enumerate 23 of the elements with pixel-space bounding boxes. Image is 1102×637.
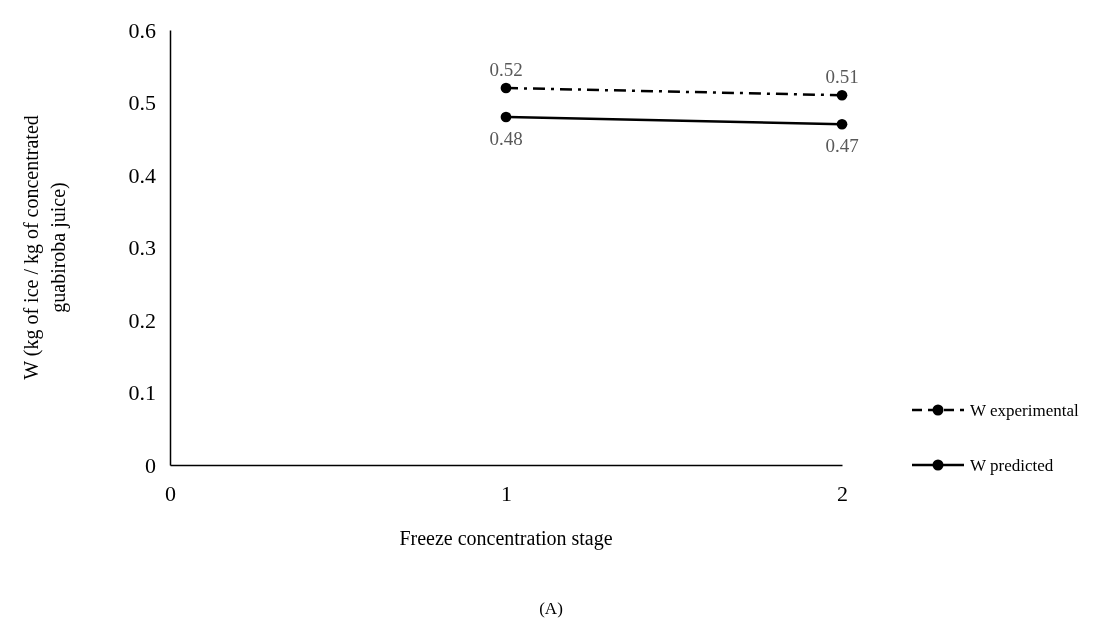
y-tick-label: 0.3 <box>128 235 156 261</box>
data-label: 0.48 <box>489 128 523 149</box>
data-label: 0.51 <box>825 66 859 88</box>
point <box>500 82 512 94</box>
legend-label: W predicted <box>970 456 1054 475</box>
y-tick-label: 0.4 <box>128 162 156 188</box>
data-label: 0.47 <box>825 135 859 157</box>
text: (A) <box>539 599 563 618</box>
y-tick-label: 0.2 <box>128 307 156 333</box>
y-tick-label: 0.5 <box>128 90 156 116</box>
x-tick-label: 1 <box>501 480 512 506</box>
x-tick-label: 0 <box>165 480 176 506</box>
point <box>500 111 512 123</box>
x-tick-label: 2 <box>837 480 848 506</box>
point <box>836 118 848 130</box>
x-axis-title: Freeze concentration stage <box>399 527 613 550</box>
legend-label: W experimental <box>970 401 1079 420</box>
y-tick-label: 0.6 <box>128 17 156 43</box>
point <box>836 89 848 101</box>
y-tick-label: 0.1 <box>128 380 156 406</box>
y-axis-title: W (kg of ice / kg of concentrated guabiroba juice) <box>20 115 70 380</box>
y-tick-label: 0 <box>145 452 156 478</box>
data-label: 0.52 <box>489 59 523 80</box>
